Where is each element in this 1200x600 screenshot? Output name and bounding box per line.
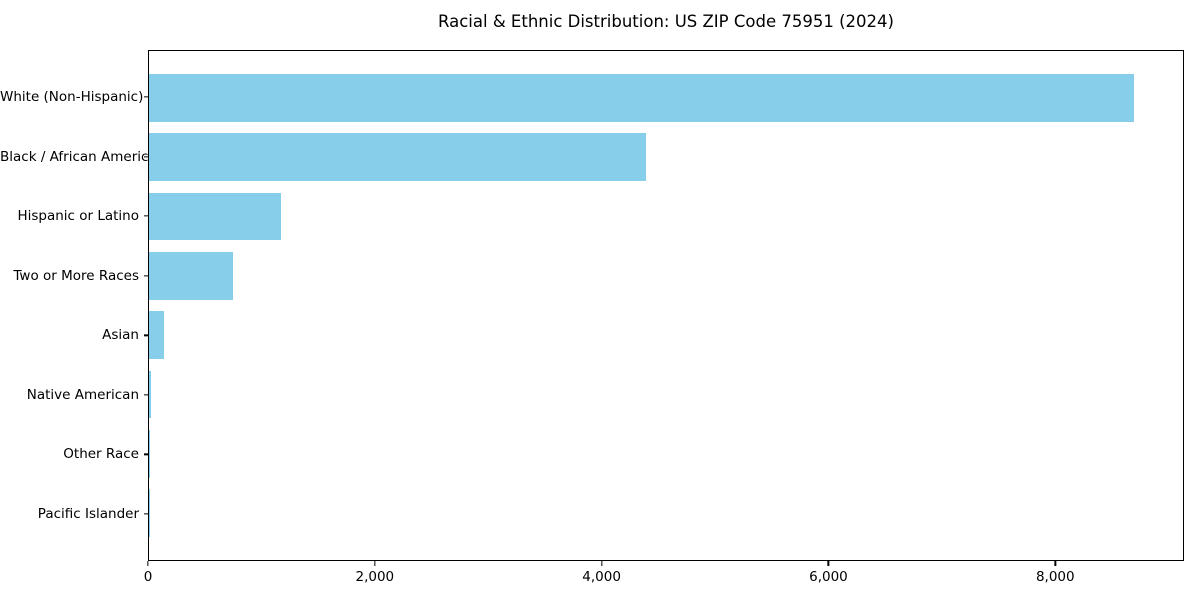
bar — [149, 74, 1134, 122]
chart-title: Racial & Ethnic Distribution: US ZIP Cod… — [438, 12, 894, 31]
x-axis-label: 6,000 — [809, 569, 848, 585]
x-tick-mark — [1054, 561, 1056, 566]
x-axis-label: 8,000 — [1035, 569, 1075, 585]
y-tick-mark — [143, 155, 148, 158]
y-axis-label: Two or More Races — [13, 267, 139, 284]
bar — [149, 311, 165, 359]
x-tick-mark — [374, 561, 376, 566]
bar — [149, 252, 234, 300]
bar — [149, 370, 151, 419]
bar — [149, 192, 282, 241]
y-axis-label: Black / African American — [0, 148, 166, 165]
y-tick-mark — [143, 275, 148, 277]
y-tick-mark — [143, 394, 148, 396]
x-tick-mark — [600, 561, 603, 566]
plot-area — [148, 50, 1184, 561]
y-tick-mark — [143, 453, 148, 456]
y-axis-label: Pacific Islander — [37, 505, 139, 522]
x-axis-label: 4,000 — [582, 569, 621, 585]
y-tick-mark — [143, 96, 148, 98]
y-axis-label: Hispanic or Latino — [17, 208, 139, 225]
x-axis-label: 0 — [143, 569, 153, 585]
bar — [149, 133, 646, 181]
y-tick-mark — [143, 215, 148, 217]
y-axis-label: White (Non-Hispanic) — [0, 89, 144, 106]
y-tick-mark — [143, 334, 148, 336]
x-axis: 0 2,000 4,000 6,000 8,000 — [144, 561, 1184, 591]
x-tick-mark — [147, 561, 149, 566]
y-axis: White (Non-Hispanic) Black / African Amer… — [0, 50, 166, 561]
x-axis-label: 2,000 — [355, 569, 395, 585]
y-axis-label: Native American — [26, 386, 139, 403]
x-tick-mark — [827, 561, 830, 566]
y-axis-label: Other Race — [63, 446, 139, 463]
bar — [149, 430, 150, 478]
y-tick-mark — [143, 513, 148, 515]
y-axis-label: Asian — [102, 327, 139, 344]
